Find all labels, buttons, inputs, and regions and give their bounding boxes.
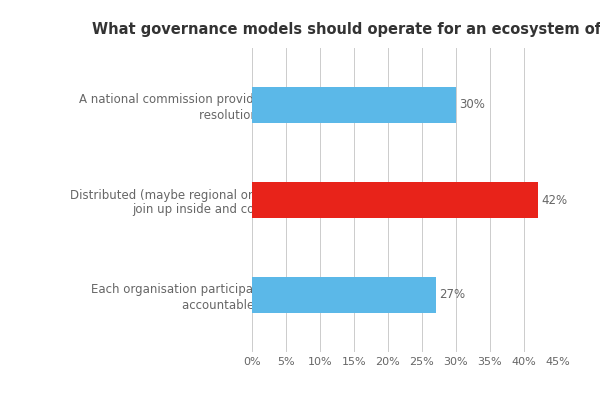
Bar <box>252 87 456 123</box>
Text: 30%: 30% <box>460 98 485 112</box>
Text: 27%: 27% <box>439 288 465 302</box>
Title: What governance models should operate for an ecosystem of digital twins?: What governance models should operate fo… <box>92 22 600 37</box>
Bar <box>252 277 436 313</box>
Bar <box>252 182 538 218</box>
Text: 42%: 42% <box>541 194 567 206</box>
